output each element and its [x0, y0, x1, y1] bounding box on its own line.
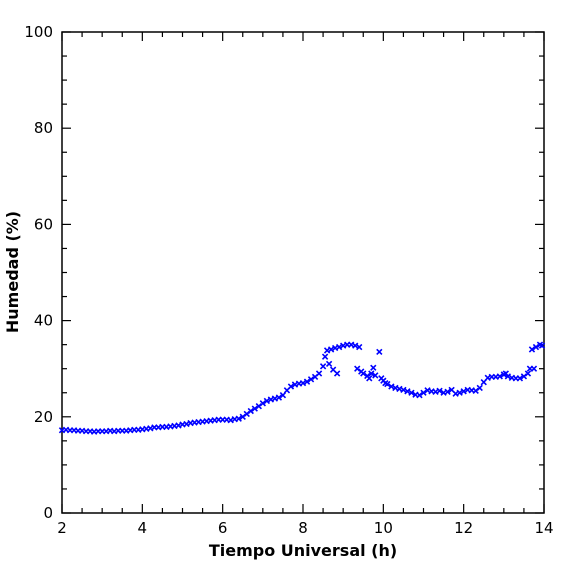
x-tick-label: 12 — [454, 519, 473, 537]
data-point — [420, 389, 427, 396]
axis-ticks — [61, 31, 545, 514]
y-axis-title: Humedad (%) — [3, 211, 22, 333]
data-point — [307, 376, 315, 383]
data-point — [321, 353, 329, 360]
data-point — [456, 389, 463, 396]
data-point — [352, 342, 359, 349]
data-point — [319, 363, 327, 370]
data-point — [400, 386, 407, 394]
data-point — [263, 397, 271, 405]
data-point — [247, 407, 254, 415]
data-point — [251, 405, 258, 412]
y-tick-label: 80 — [34, 119, 53, 137]
data-point — [416, 391, 423, 399]
data-point — [530, 365, 538, 372]
data-point — [235, 415, 242, 422]
data-point — [287, 383, 295, 390]
data-point — [460, 388, 467, 395]
data-point — [370, 364, 377, 371]
data-point — [259, 400, 266, 407]
x-tick-label: 14 — [534, 519, 553, 537]
x-tick-label: 8 — [298, 519, 308, 537]
data-point — [303, 378, 311, 385]
data-point — [299, 379, 307, 387]
plot-frame — [61, 31, 545, 514]
data-point — [388, 383, 395, 390]
data-point — [279, 391, 287, 399]
data-point — [372, 372, 379, 379]
data-point — [404, 388, 411, 395]
data-point — [532, 343, 540, 351]
data-point — [327, 346, 335, 353]
data-point — [384, 380, 391, 388]
y-tick-label: 60 — [34, 215, 53, 233]
x-tick-label: 4 — [138, 519, 148, 537]
data-point — [436, 387, 443, 394]
data-point — [516, 375, 524, 382]
data-point — [504, 373, 512, 380]
data-point — [476, 384, 483, 392]
data-point — [356, 343, 363, 351]
data-point — [376, 348, 383, 356]
data-point — [408, 389, 415, 396]
x-tick-label: 6 — [218, 519, 228, 537]
x-tick-label: 10 — [374, 519, 393, 537]
data-point — [496, 373, 503, 380]
data-point — [368, 370, 375, 377]
data-point — [325, 360, 333, 368]
data-point — [528, 346, 536, 353]
data-point — [444, 388, 451, 395]
data-point — [524, 370, 532, 377]
y-tick-label: 100 — [24, 23, 53, 41]
y-tick-label: 40 — [34, 312, 53, 330]
data-point — [335, 343, 343, 351]
y-tick-label: 20 — [34, 408, 53, 426]
axis-tick-labels: 2 4 6 8 10 12 14 0 20 40 60 80 100 — [24, 23, 553, 537]
data-points — [58, 341, 546, 435]
x-tick-label: 2 — [57, 519, 67, 537]
data-point — [360, 370, 367, 377]
data-point — [315, 370, 323, 377]
x-axis-title: Tiempo Universal (h) — [209, 541, 397, 560]
data-point — [538, 342, 546, 349]
data-point — [333, 370, 341, 377]
data-point — [366, 375, 373, 382]
data-point — [275, 394, 283, 401]
y-tick-label: 0 — [43, 504, 53, 522]
